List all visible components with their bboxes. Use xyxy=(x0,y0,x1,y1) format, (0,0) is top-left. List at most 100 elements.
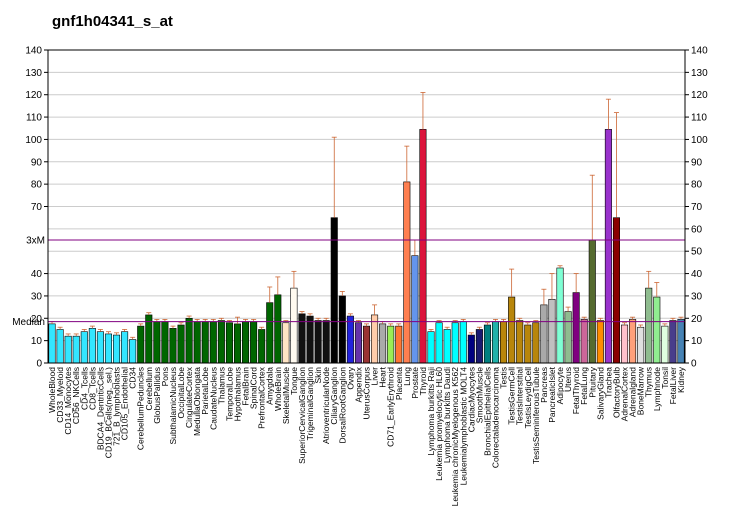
x-tick-label: CD71_EarlyErythroid xyxy=(386,367,396,447)
x-tick-label: Kidney xyxy=(676,366,686,393)
reference-label: 3xM xyxy=(26,236,45,247)
y-tick-label: 30 xyxy=(31,291,43,302)
x-tick-label: Pons xyxy=(160,367,170,386)
bar xyxy=(516,320,524,364)
x-tick-label: Testis xyxy=(499,367,509,389)
y2-tick-label: 60 xyxy=(691,224,703,235)
x-tick-label: ParietalLobe xyxy=(200,367,210,415)
bar xyxy=(451,322,459,364)
x-tick-label: CD8_Tcells xyxy=(87,367,97,410)
bar xyxy=(145,314,153,364)
bar xyxy=(121,331,129,364)
bar xyxy=(129,339,137,364)
bar xyxy=(669,320,677,364)
x-tick-label: Adipocyte xyxy=(555,367,565,405)
bar xyxy=(56,329,64,364)
bar xyxy=(572,292,580,364)
x-tick-label: Liver xyxy=(370,367,380,386)
bar xyxy=(548,298,556,364)
x-tick-label: CingulateCortex xyxy=(184,366,194,428)
x-tick-label: AtrioventricularNode xyxy=(321,367,331,444)
y-tick-label: 130 xyxy=(25,68,42,79)
x-tick-label: SalivaryGland xyxy=(595,367,605,420)
x-tick-label: TestisLeydigCell xyxy=(523,367,533,429)
x-tick-label: Lung xyxy=(402,367,412,386)
x-tick-label: Skin xyxy=(313,367,323,384)
x-tick-label: CD33_Myeloid xyxy=(55,367,65,423)
x-tick-label: WholeBrain xyxy=(273,367,283,411)
x-tick-label: Lymphoma burkitts Raji xyxy=(426,367,436,456)
x-tick-label: CD105_Endothelial xyxy=(120,367,130,440)
x-tick-label: UterusCorpus xyxy=(362,367,372,419)
x-tick-label: CD56_NKCells xyxy=(71,367,81,424)
y-tick-label: 140 xyxy=(25,46,42,57)
y-tick-label: 110 xyxy=(26,113,42,124)
x-tick-label: BDCA4_DentriticCells xyxy=(95,367,105,450)
x-tick-label: Pancreas xyxy=(539,367,549,403)
bar xyxy=(387,325,395,364)
bar xyxy=(620,324,629,364)
x-tick-label: CardiacMyocytes xyxy=(466,367,476,432)
x-tick-label: Thyroid xyxy=(418,367,428,396)
bar xyxy=(475,329,483,364)
x-tick-label: CiliaryGanglion xyxy=(329,367,339,425)
bar xyxy=(209,321,217,364)
x-tick-label: SpinalCord xyxy=(249,367,259,409)
x-tick-label: MedullaOblongata xyxy=(192,367,202,436)
bar xyxy=(137,325,145,364)
x-tick-label: TestisInterstitial xyxy=(515,367,525,425)
bar xyxy=(564,311,572,364)
bar xyxy=(242,321,250,364)
x-tick-label: Thymus xyxy=(644,367,654,397)
y2-tick-label: 100 xyxy=(691,135,708,146)
y-tick-label: 90 xyxy=(31,157,43,168)
y2-tick-label: 130 xyxy=(691,68,708,79)
bar xyxy=(306,315,314,364)
bar xyxy=(379,323,387,364)
bar xyxy=(483,324,491,364)
bar xyxy=(556,267,564,364)
bar xyxy=(354,322,362,364)
bar xyxy=(677,319,685,364)
bar xyxy=(580,319,588,364)
bar xyxy=(282,322,290,364)
x-tick-label: Lymphoma burkitts Daudi xyxy=(442,367,452,463)
bar xyxy=(645,287,653,364)
bar xyxy=(266,302,274,364)
bar xyxy=(225,322,233,364)
y-tick-label: 70 xyxy=(31,202,43,213)
x-tick-label: TrigeminalGanglion xyxy=(305,367,315,441)
x-tick-label: GlobusPallidus xyxy=(152,367,162,424)
bar xyxy=(314,320,322,364)
bar xyxy=(346,315,354,364)
bar xyxy=(443,329,451,364)
bar xyxy=(500,321,508,364)
bar xyxy=(290,287,298,364)
bar xyxy=(177,324,185,364)
bar xyxy=(201,321,209,364)
bar xyxy=(403,181,411,364)
bar xyxy=(524,324,532,364)
y2-tick-label: 10 xyxy=(691,336,703,347)
bar xyxy=(153,321,161,364)
x-tick-label: Thalamus xyxy=(216,367,226,404)
y2-tick-label: 70 xyxy=(691,202,703,213)
x-tick-label: Leukemia promyelocytic HL60 xyxy=(434,367,444,481)
x-tick-label: CerebellumPeduncles xyxy=(136,367,146,450)
x-tick-label: CaudateNucleus xyxy=(208,367,218,430)
x-tick-label: TestisSeminiferousTubule xyxy=(531,367,541,464)
x-tick-label: WholeBlood xyxy=(47,367,57,413)
bar xyxy=(435,322,443,364)
bar xyxy=(217,320,225,364)
bar xyxy=(629,319,637,364)
x-tick-label: SkeletalMuscle xyxy=(281,367,291,424)
bar xyxy=(419,129,427,364)
y2-tick-label: 80 xyxy=(691,180,703,191)
x-tick-label: Amygdala xyxy=(265,367,275,405)
y2-tick-label: 50 xyxy=(691,247,703,258)
x-tick-label: Heart xyxy=(378,366,388,387)
x-tick-label: Placenta xyxy=(394,367,404,400)
x-tick-label: DorsalRootGanglion xyxy=(337,367,347,444)
x-tick-label: CD19_BCells(neg._sel.) xyxy=(103,367,113,458)
